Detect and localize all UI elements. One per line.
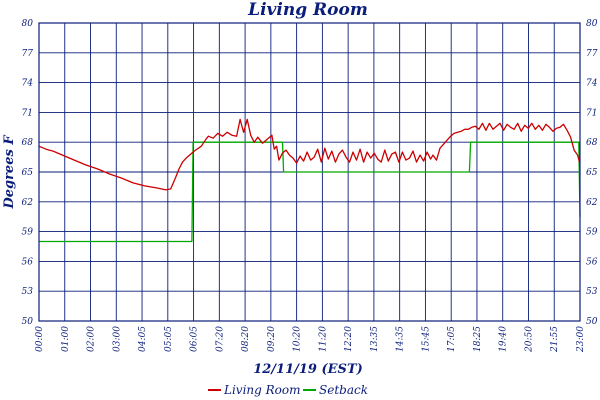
x-tick-label: 07:20 [215,326,225,352]
y-tick-label-left: 74 [22,79,34,89]
plot-frame [38,22,581,322]
y-tick-label-left: 71 [22,108,33,118]
x-tick-label: 14:35 [396,326,406,352]
x-tick-label: 11:20 [318,326,328,352]
y-tick-label-left: 68 [22,138,34,148]
x-tick-label: 23:00 [576,326,586,353]
y-tick-label-right: 71 [586,108,597,118]
x-tick-label: 15:45 [421,326,431,352]
legend-label: Living Room [223,383,301,397]
y-tick-label-left: 65 [22,168,34,178]
y-tick-label-right: 80 [586,19,598,29]
y-tick-label-right: 77 [586,49,598,59]
x-tick-label: 02:00 [87,326,97,352]
x-tick-label: 00:00 [35,326,45,352]
y-tick-label-right: 53 [586,287,598,297]
y-tick-labels: 80 80 77 77 74 74 71 71 68 68 65 65 62 62 59 59 56 56 53 53… [22,19,598,327]
x-tick-label: 08:20 [241,326,251,352]
x-tick-label: 12:20 [344,326,354,352]
x-tick-label: 19:40 [499,326,509,352]
y-tick-label-right: 62 [586,198,598,208]
y-axis-title: Degrees F [2,135,17,210]
x-axis-title: 12/11/19 (EST) [253,362,363,377]
x-tick-label: 06:05 [190,326,200,352]
series-line-1 [39,141,581,243]
x-tick-label: 09:20 [267,326,277,352]
y-tick-label-left: 59 [22,228,34,238]
x-tick-label: 10:20 [293,326,303,352]
x-tick-labels: 00:00 01:00 02:00 03:00 04:05 05:05 06:05 07:20… [35,326,586,353]
series-line-0 [38,118,581,191]
y-tick-label-left: 77 [22,49,34,59]
y-tick-label-right: 68 [586,138,598,148]
x-tick-label: 03:00 [112,326,122,352]
x-tick-label: 18:25 [473,326,483,352]
y-tick-label-left: 56 [22,257,34,267]
legend-label: Setback [319,383,368,397]
y-tick-label-right: 59 [586,228,598,238]
y-tick-label-left: 80 [22,19,34,29]
y-tick-label-right: 50 [586,317,598,327]
y-tick-label-left: 53 [22,287,34,297]
x-tick-label: 05:05 [164,326,174,352]
series-layer [38,118,581,243]
x-tick-label: 13:35 [370,326,380,352]
chart-title: Living Room [247,0,368,20]
x-tick-label: 01:00 [61,326,71,352]
y-tick-label-right: 56 [586,257,598,267]
x-tick-label: 21:55 [550,326,560,353]
y-tick-label-left: 50 [22,317,34,327]
x-tick-label: 04:05 [138,326,148,352]
y-tick-label-left: 62 [22,198,34,208]
x-tick-label: 17:05 [447,326,457,352]
legend: Living Room Setback [208,383,368,397]
y-tick-label-right: 74 [586,79,598,89]
y-tick-label-right: 65 [586,168,598,178]
x-tick-label: 20:50 [524,326,534,353]
